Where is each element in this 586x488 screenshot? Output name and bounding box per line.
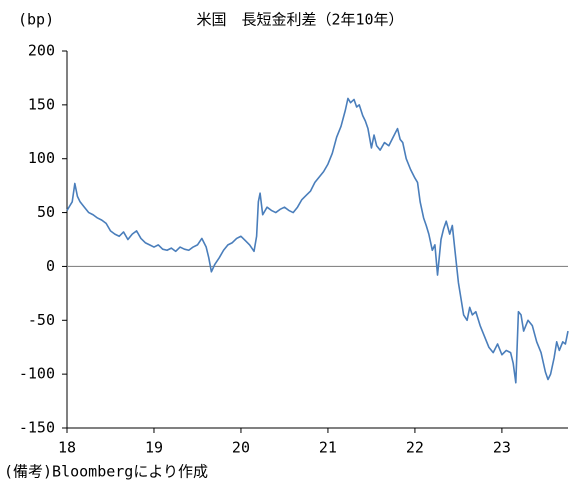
y-tick-label: -150 <box>19 419 55 437</box>
x-tick-label: 23 <box>493 439 511 457</box>
x-tick-label: 19 <box>145 439 163 457</box>
chart-title: 米国 長短金利差（2年10年） <box>196 11 403 29</box>
x-tick-label: 20 <box>232 439 250 457</box>
y-tick-label: -100 <box>19 365 55 383</box>
y-tick-label: 100 <box>28 149 55 167</box>
y-tick-label: -50 <box>28 311 55 329</box>
line <box>66 97 569 384</box>
y-unit: (bp) <box>18 11 54 29</box>
y-tick-label: 50 <box>37 203 55 221</box>
x-tick-label: 22 <box>406 439 424 457</box>
note: (備考)Bloombergにより作成 <box>4 463 208 481</box>
y-tick-label: 0 <box>46 257 55 275</box>
y-tick-label: 150 <box>28 95 55 113</box>
x-tick-label: 18 <box>58 439 76 457</box>
x-tick-label: 21 <box>319 439 337 457</box>
y-tick-label: 200 <box>28 42 55 60</box>
